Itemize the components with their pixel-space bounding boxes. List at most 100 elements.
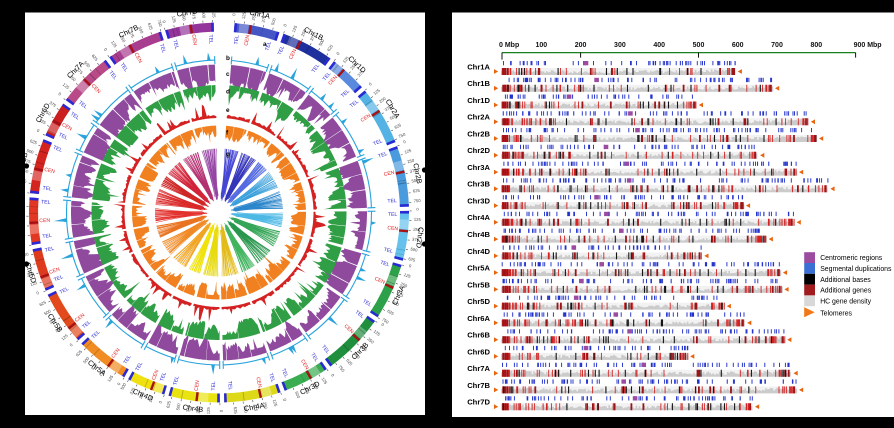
svg-text:300: 300 (614, 42, 626, 49)
svg-text:Chr1B: Chr1B (467, 79, 490, 88)
svg-text:125: 125 (38, 118, 47, 126)
svg-text:CEN: CEN (327, 74, 339, 86)
svg-text:0: 0 (282, 23, 288, 28)
svg-text:250: 250 (195, 406, 201, 414)
svg-text:0: 0 (69, 342, 75, 348)
svg-text:CEN: CEN (254, 377, 262, 389)
svg-text:c: c (226, 71, 230, 78)
svg-text:750: 750 (381, 317, 390, 325)
svg-text:Chr2D: Chr2D (414, 227, 426, 249)
svg-text:125: 125 (291, 24, 299, 33)
svg-text:375: 375 (396, 291, 405, 299)
svg-text:500: 500 (21, 251, 30, 258)
svg-text:500: 500 (119, 382, 127, 391)
svg-text:Chr4A: Chr4A (243, 401, 265, 414)
svg-text:TEL: TEL (42, 233, 52, 240)
svg-text:a: a (263, 41, 267, 48)
svg-text:625: 625 (386, 308, 395, 316)
svg-text:0: 0 (36, 128, 41, 134)
svg-text:CEN: CEN (288, 48, 298, 61)
svg-text:TEL: TEL (320, 344, 331, 355)
svg-text:250: 250 (413, 227, 421, 233)
svg-text:CEN: CEN (194, 380, 201, 392)
svg-text:125: 125 (320, 376, 328, 385)
svg-text:750: 750 (337, 364, 346, 373)
svg-text:Telomeres: Telomeres (820, 311, 852, 318)
svg-text:Chr1A: Chr1A (467, 62, 490, 71)
svg-text:125: 125 (62, 82, 71, 91)
svg-text:Chr3D: Chr3D (467, 197, 490, 206)
svg-text:Chr7B: Chr7B (467, 381, 490, 390)
svg-text:TEL: TEL (309, 352, 319, 363)
svg-text:375: 375 (303, 386, 311, 395)
svg-text:125: 125 (60, 333, 69, 342)
svg-text:250: 250 (138, 390, 146, 399)
svg-text:CEN: CEN (190, 34, 198, 46)
svg-text:TEL: TEL (53, 274, 64, 283)
svg-text:TEL: TEL (207, 34, 214, 44)
svg-text:0: 0 (231, 13, 236, 16)
svg-text:CEN: CEN (49, 266, 61, 275)
svg-text:250: 250 (251, 12, 257, 20)
svg-text:CEN: CEN (133, 52, 144, 65)
svg-text:625: 625 (345, 358, 354, 367)
svg-text:TEL: TEL (377, 151, 388, 160)
svg-text:250: 250 (366, 336, 375, 345)
svg-text:500: 500 (83, 60, 92, 69)
svg-text:CEN: CEN (151, 369, 161, 381)
svg-text:Chr7D: Chr7D (176, 6, 198, 18)
svg-text:375: 375 (90, 362, 99, 371)
svg-text:500: 500 (410, 246, 418, 252)
svg-text:500: 500 (243, 405, 249, 413)
svg-text:250: 250 (300, 28, 308, 37)
svg-text:125: 125 (206, 406, 211, 414)
svg-text:Chr7D: Chr7D (467, 398, 490, 407)
svg-text:Chr6A: Chr6A (467, 314, 490, 323)
svg-text:CEN: CEN (111, 347, 122, 359)
svg-text:Additional bases: Additional bases (820, 277, 871, 284)
svg-text:250: 250 (68, 74, 77, 83)
svg-text:600: 600 (732, 42, 744, 49)
svg-text:375: 375 (128, 386, 136, 395)
svg-text:TEL: TEL (267, 372, 276, 383)
svg-text:TEL: TEL (158, 43, 167, 54)
svg-text:375: 375 (191, 12, 197, 20)
svg-text:TEL: TEL (340, 88, 351, 99)
svg-text:Chr4D: Chr4D (467, 247, 490, 256)
svg-text:125: 125 (110, 40, 118, 49)
svg-text:Chr1A: Chr1A (249, 8, 271, 21)
svg-text:625: 625 (326, 43, 334, 52)
svg-text:125: 125 (372, 87, 381, 96)
svg-text:HC gene density: HC gene density (820, 298, 871, 305)
svg-text:TEL: TEL (226, 381, 233, 391)
svg-text:Chr2A: Chr2A (467, 113, 490, 122)
svg-text:TEL: TEL (41, 199, 51, 205)
svg-text:125: 125 (241, 11, 247, 19)
svg-text:0: 0 (57, 91, 62, 97)
svg-text:TEL: TEL (123, 354, 133, 365)
svg-text:Chr6D: Chr6D (467, 347, 490, 356)
svg-text:500: 500 (270, 17, 277, 26)
svg-text:0: 0 (161, 20, 167, 24)
svg-text:625: 625 (147, 22, 154, 31)
svg-text:0: 0 (335, 51, 341, 56)
svg-text:Chr6B: Chr6B (16, 151, 30, 173)
svg-text:TEL: TEL (42, 185, 52, 192)
svg-text:Segmental duplications: Segmental duplications (820, 266, 892, 273)
svg-text:250: 250 (181, 13, 187, 21)
svg-text:750: 750 (398, 131, 407, 139)
svg-text:TEL: TEL (264, 41, 273, 52)
svg-text:CEN: CEN (373, 276, 386, 286)
svg-text:500: 500 (317, 38, 325, 47)
svg-text:125: 125 (147, 394, 154, 403)
svg-text:TEL: TEL (44, 246, 55, 254)
svg-text:125: 125 (373, 329, 382, 338)
svg-text:0: 0 (219, 410, 224, 413)
svg-text:625: 625 (413, 188, 421, 194)
svg-text:TEL: TEL (354, 309, 365, 319)
svg-text:375: 375 (185, 404, 191, 412)
svg-text:250: 250 (262, 401, 269, 410)
svg-text:Chr4A: Chr4A (467, 213, 490, 222)
svg-text:Chr4B: Chr4B (182, 402, 204, 414)
svg-text:375: 375 (409, 167, 418, 173)
